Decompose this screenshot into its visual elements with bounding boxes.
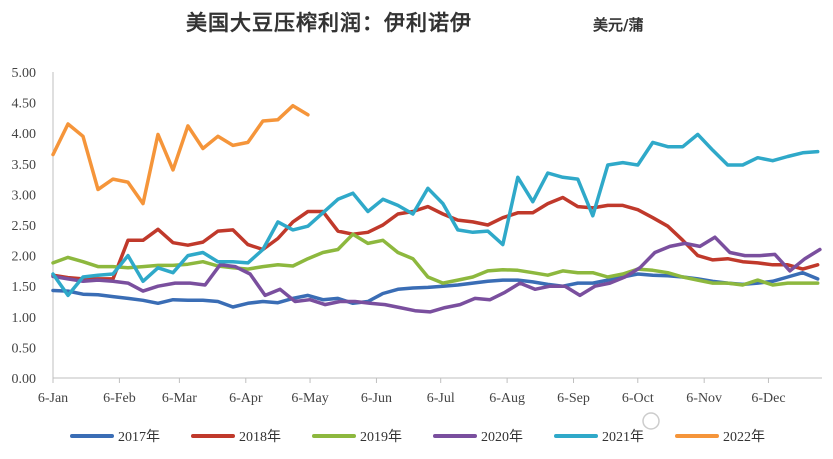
watermark-text: CFC农产品研究 (664, 412, 769, 430)
x-tick-label: 6-Aug (489, 391, 525, 406)
x-tick-label: 6-Feb (103, 391, 136, 406)
x-tick-label: 6-Mar (162, 391, 197, 406)
x-tick-label: 6-Sep (557, 391, 590, 406)
legend-label: 2019年 (360, 429, 402, 445)
y-axis: 0.00 0.50 1.00 1.50 2.00 2.50 3.00 3.50 4.00 4.50… (12, 66, 54, 387)
x-tick-label: 6-Nov (686, 391, 722, 406)
y-tick-label: 0.50 (12, 341, 37, 356)
x-tick-label: 6-Apr (229, 391, 263, 406)
legend-label: 2021年 (602, 429, 644, 445)
x-tick-label: 6-Jul (427, 391, 455, 406)
unit-label: 美元/蒲 (593, 16, 643, 34)
y-tick-label: 4.00 (12, 127, 37, 142)
y-tick-label: 1.50 (12, 280, 37, 295)
chart-title: 美国大豆压榨利润：伊利诺伊 (186, 10, 472, 35)
plot-area (51, 103, 822, 314)
wechat-icon (642, 412, 660, 430)
y-tick-label: 2.00 (12, 250, 37, 265)
legend-label: 2020年 (481, 429, 523, 445)
legend: 2017年 2018年 2019年 2020年 2021年 2022年 (70, 429, 765, 445)
x-tick-label: 6-Jun (361, 391, 392, 406)
x-axis: 6-Jan 6-Feb 6-Mar 6-Apr 6-May 6-Jun 6-Jul 6-Aug… (38, 377, 822, 406)
y-tick-label: 2.50 (12, 219, 37, 234)
watermark: CFC农产品研究 (642, 412, 769, 430)
legend-label: 2018年 (239, 429, 281, 445)
series-line-2018 (51, 195, 820, 281)
series-line-2022 (51, 103, 310, 206)
legend-label: 2022年 (723, 429, 765, 445)
legend-label: 2017年 (118, 429, 160, 445)
y-tick-label: 3.00 (12, 188, 37, 203)
y-tick-label: 0.00 (12, 372, 37, 387)
series-line-2021 (51, 132, 820, 298)
x-tick-label: 6-Oct (622, 391, 654, 406)
x-tick-label: 6-May (291, 391, 328, 406)
y-tick-label: 5.00 (12, 66, 37, 81)
y-tick-label: 1.00 (12, 311, 37, 326)
x-tick-label: 6-Dec (751, 391, 785, 406)
x-tick-label: 6-Jan (38, 391, 68, 406)
series-line-2020 (51, 235, 822, 314)
y-tick-label: 4.50 (12, 97, 37, 112)
y-tick-label: 3.50 (12, 158, 37, 173)
